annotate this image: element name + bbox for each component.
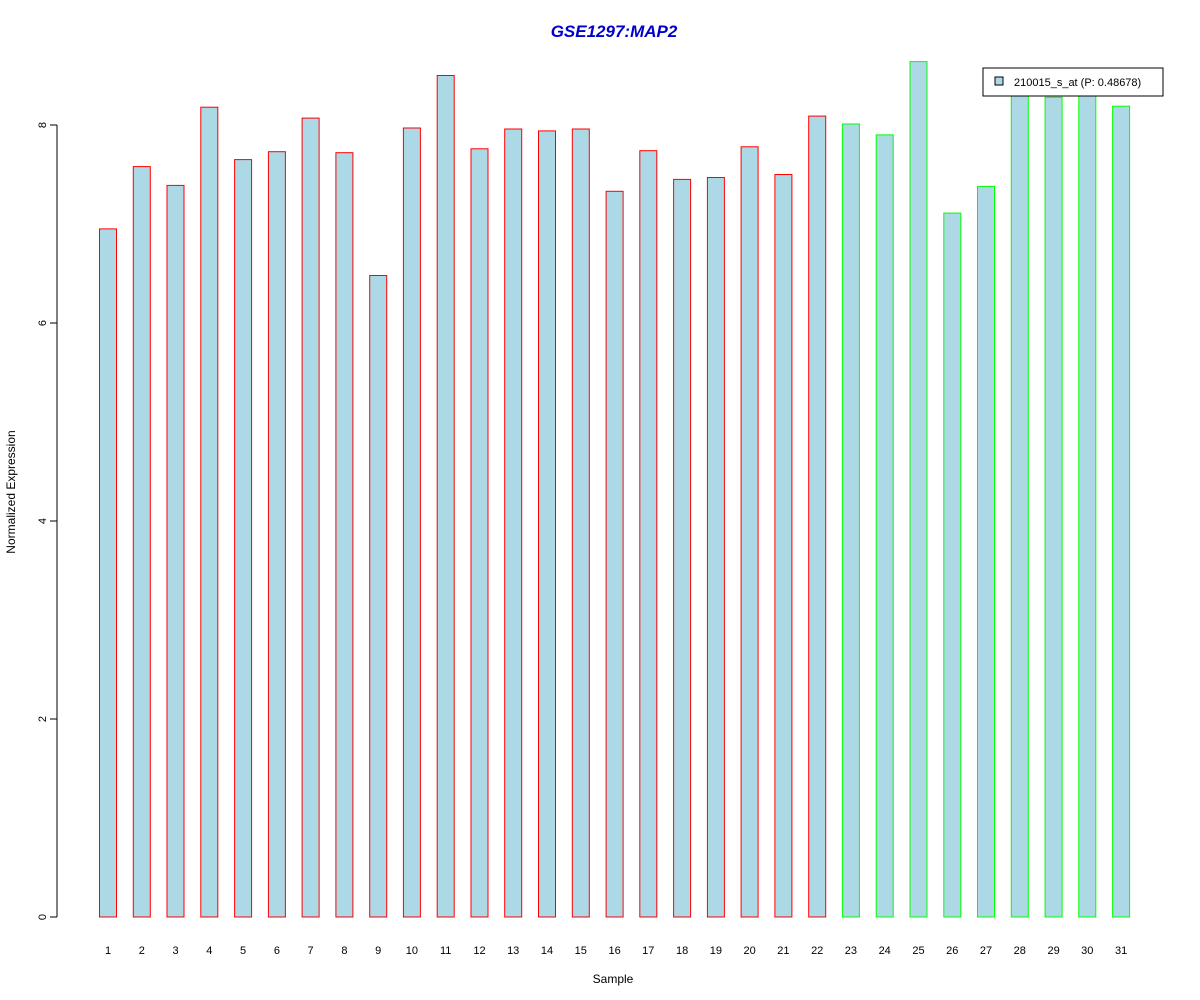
x-tick-label: 15: [575, 945, 587, 957]
y-tick-label: 4: [37, 518, 49, 524]
legend-swatch: [994, 76, 1004, 86]
bar-sample-29: [1044, 96, 1063, 918]
bar-sample-13: [504, 128, 523, 918]
bar-sample-15: [571, 128, 590, 918]
x-tick-label: 10: [406, 945, 418, 957]
bar-sample-12: [470, 148, 489, 918]
x-tick-label: 7: [308, 945, 314, 957]
x-tick-label: 2: [139, 945, 145, 957]
bar-sample-22: [808, 115, 827, 918]
x-axis-tick-labels: 1 2 3 4 5 6 7 8 9 10 11 12 13 14 15 16 17 18 19 20 21 22 23 24 2…: [105, 945, 1127, 957]
bar-sample-1: [99, 228, 117, 918]
x-tick-label: 8: [341, 945, 347, 957]
bar-sample-26: [943, 212, 962, 918]
x-tick-label: 29: [1047, 945, 1059, 957]
bar-sample-5: [234, 159, 253, 918]
bar-sample-20: [740, 146, 759, 918]
x-tick-label: 31: [1115, 945, 1127, 957]
x-tick-label: 14: [541, 945, 553, 957]
x-tick-label: 22: [811, 945, 823, 957]
y-axis: 0 2 4 6 8: [37, 122, 58, 920]
y-tick-label: 0: [37, 914, 49, 920]
y-tick-label: 6: [37, 320, 49, 326]
x-tick-label: 9: [375, 945, 381, 957]
bars-group: [99, 61, 1131, 918]
x-tick-label: 3: [172, 945, 178, 957]
legend-label: 210015_s_at (P: 0.48678): [1014, 77, 1141, 89]
x-tick-label: 26: [946, 945, 958, 957]
bar-sample-10: [402, 127, 421, 918]
bar-sample-9: [369, 275, 388, 918]
legend-box: [982, 67, 1164, 97]
x-tick-label: 4: [206, 945, 212, 957]
x-tick-label: 1: [105, 945, 111, 957]
x-tick-label: 27: [980, 945, 992, 957]
bar-sample-19: [706, 177, 725, 918]
bar-sample-16: [605, 190, 624, 918]
x-tick-label: 28: [1014, 945, 1026, 957]
y-tick-label: 8: [37, 122, 49, 128]
bar-sample-23: [841, 123, 860, 918]
bar-sample-27: [977, 185, 995, 918]
x-tick-label: 16: [608, 945, 620, 957]
bar-sample-2: [132, 166, 151, 918]
bar-sample-25: [909, 61, 928, 918]
x-tick-label: 5: [240, 945, 246, 957]
bar-sample-30: [1078, 84, 1097, 918]
x-tick-label: 24: [879, 945, 891, 957]
x-tick-label: 25: [912, 945, 924, 957]
x-tick-label: 19: [710, 945, 722, 957]
bar-sample-14: [538, 130, 556, 918]
y-tick-label: 2: [37, 716, 49, 722]
bar-sample-8: [335, 152, 354, 918]
x-tick-label: 11: [440, 945, 451, 957]
chart-title: GSE1297:MAP2: [551, 22, 678, 41]
bar-sample-31: [1112, 105, 1131, 918]
x-tick-label: 30: [1081, 945, 1093, 957]
bar-sample-6: [267, 151, 286, 918]
legend: 210015_s_at (P: 0.48678): [982, 67, 1164, 97]
x-tick-label: 17: [642, 945, 654, 957]
bar-sample-7: [301, 117, 320, 918]
x-tick-label: 18: [676, 945, 688, 957]
bar-sample-11: [436, 75, 455, 918]
x-tick-label: 13: [507, 945, 519, 957]
x-tick-label: 23: [845, 945, 857, 957]
bar-sample-24: [875, 134, 894, 918]
bar-sample-3: [166, 184, 185, 918]
x-tick-label: 20: [743, 945, 755, 957]
bar-sample-21: [774, 174, 793, 918]
x-tick-label: 21: [777, 945, 789, 957]
x-tick-label: 12: [473, 945, 485, 957]
x-tick-label: 6: [274, 945, 280, 957]
bar-sample-18: [673, 178, 692, 918]
bar-sample-17: [639, 150, 658, 918]
y-axis-label: Normalized Expression: [4, 430, 18, 553]
x-axis-label: Sample: [593, 972, 634, 986]
bar-sample-28: [1010, 89, 1029, 918]
bar-sample-4: [200, 106, 219, 918]
